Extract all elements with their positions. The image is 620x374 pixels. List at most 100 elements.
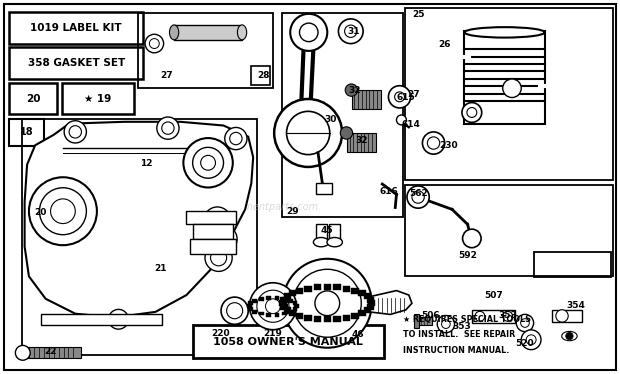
Text: 25: 25 (412, 10, 424, 19)
Bar (304, 286, 312, 292)
Bar (283, 307, 291, 313)
Bar (288, 310, 293, 313)
Bar (249, 301, 254, 305)
Text: 46: 46 (352, 330, 365, 340)
Bar (279, 300, 286, 306)
Bar (294, 304, 299, 308)
Bar (22, 119, 257, 355)
Circle shape (216, 231, 231, 247)
Bar (316, 183, 332, 194)
Bar (314, 285, 321, 291)
Text: ereplacementparts.com: ereplacementparts.com (202, 202, 319, 212)
Bar (552, 310, 582, 322)
Bar (414, 314, 418, 328)
Circle shape (205, 244, 232, 272)
Circle shape (526, 335, 536, 345)
Text: 32: 32 (348, 86, 361, 95)
Circle shape (286, 111, 330, 154)
Bar (25, 347, 81, 358)
Circle shape (462, 102, 482, 122)
Circle shape (516, 315, 534, 332)
Circle shape (157, 117, 179, 139)
Text: 20: 20 (34, 208, 46, 217)
Circle shape (204, 207, 231, 234)
Circle shape (40, 188, 86, 235)
Bar (293, 307, 298, 311)
Bar (314, 316, 321, 322)
Circle shape (29, 177, 97, 245)
Circle shape (257, 290, 289, 322)
Text: 1019 LABEL KIT: 1019 LABEL KIT (30, 23, 122, 33)
Bar (329, 224, 340, 242)
Text: 562: 562 (409, 189, 428, 198)
Bar (324, 284, 331, 290)
Circle shape (210, 226, 237, 253)
Circle shape (345, 25, 357, 37)
Text: 354: 354 (566, 301, 585, 310)
Text: 22: 22 (44, 347, 57, 356)
Circle shape (467, 108, 477, 117)
Text: 353: 353 (498, 311, 517, 320)
Ellipse shape (464, 27, 545, 37)
Circle shape (221, 297, 248, 324)
Text: 614: 614 (402, 120, 421, 129)
Text: 520: 520 (516, 339, 534, 348)
Circle shape (503, 79, 521, 98)
Bar (251, 66, 270, 85)
Circle shape (521, 330, 541, 350)
Bar (296, 288, 303, 294)
Circle shape (211, 250, 227, 266)
Text: 31: 31 (347, 27, 360, 36)
Text: 615: 615 (396, 93, 415, 102)
Text: 616: 616 (379, 187, 399, 196)
Circle shape (149, 39, 159, 49)
Text: 20: 20 (25, 94, 40, 104)
Text: TO INSTALL.  SEE REPAIR: TO INSTALL. SEE REPAIR (403, 330, 515, 340)
Circle shape (274, 99, 342, 167)
Bar (296, 313, 303, 319)
Bar (334, 285, 341, 291)
Bar (364, 293, 371, 299)
Text: ★ REQUIRES SPECIAL TOOLS: ★ REQUIRES SPECIAL TOOLS (403, 315, 531, 324)
Circle shape (290, 14, 327, 51)
Circle shape (69, 126, 81, 138)
Ellipse shape (562, 331, 577, 341)
Circle shape (145, 34, 164, 53)
Text: 45: 45 (321, 227, 333, 236)
Circle shape (162, 122, 174, 134)
Bar (289, 290, 296, 296)
Bar (9, 47, 143, 79)
Circle shape (556, 310, 568, 322)
Circle shape (249, 283, 296, 330)
Text: 26: 26 (438, 40, 451, 49)
Text: 507: 507 (484, 291, 503, 300)
Bar (316, 224, 327, 242)
Bar (358, 310, 366, 316)
Bar (252, 310, 257, 313)
Bar (259, 312, 263, 316)
Bar (193, 224, 232, 239)
Bar (282, 13, 402, 217)
Circle shape (521, 319, 529, 327)
Bar (364, 307, 371, 313)
Circle shape (193, 147, 224, 178)
Circle shape (441, 320, 450, 328)
Circle shape (340, 127, 353, 139)
Bar (367, 304, 374, 310)
Circle shape (299, 23, 318, 42)
Text: ★ 19: ★ 19 (84, 94, 112, 104)
Bar (275, 313, 280, 316)
Circle shape (229, 132, 242, 145)
Bar (343, 315, 350, 321)
Circle shape (184, 138, 232, 187)
Text: 18: 18 (20, 128, 33, 137)
Circle shape (210, 212, 226, 229)
Bar (368, 300, 376, 306)
Bar (352, 313, 359, 319)
Bar (283, 293, 291, 299)
Text: 29: 29 (286, 207, 298, 216)
Bar (282, 297, 287, 301)
Bar (187, 211, 236, 224)
Bar (282, 312, 287, 316)
Text: 358 GASKET SET: 358 GASKET SET (27, 58, 125, 68)
